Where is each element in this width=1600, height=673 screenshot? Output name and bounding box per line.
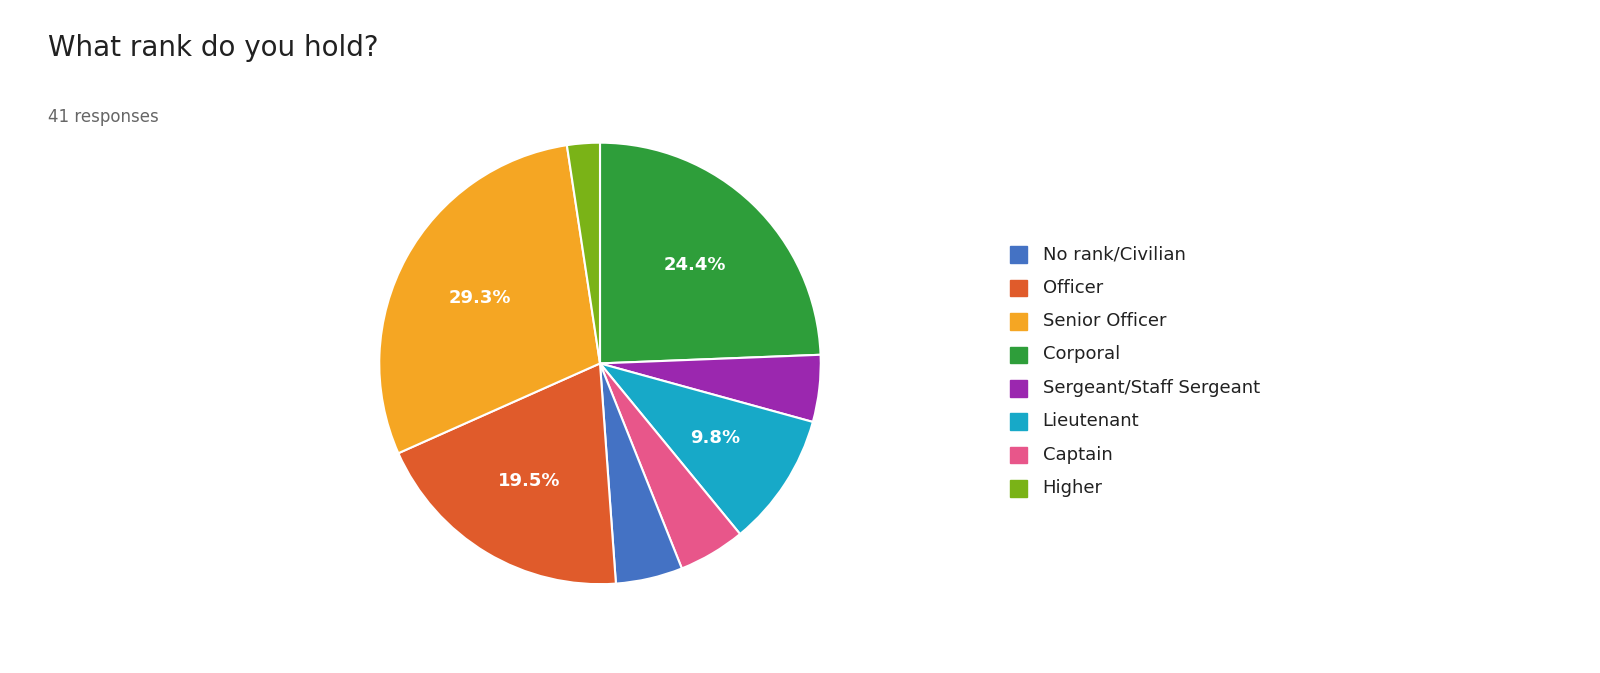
Wedge shape [379, 145, 600, 453]
Text: 24.4%: 24.4% [664, 256, 726, 274]
Text: What rank do you hold?: What rank do you hold? [48, 34, 379, 62]
Wedge shape [600, 363, 682, 583]
Text: 19.5%: 19.5% [499, 472, 562, 490]
Wedge shape [600, 143, 821, 363]
Wedge shape [600, 355, 821, 422]
Wedge shape [398, 363, 616, 584]
Text: 41 responses: 41 responses [48, 108, 158, 126]
Text: 29.3%: 29.3% [448, 289, 510, 307]
Legend: No rank/Civilian, Officer, Senior Officer, Corporal, Sergeant/Staff Sergeant, Li: No rank/Civilian, Officer, Senior Office… [1002, 234, 1269, 506]
Wedge shape [566, 143, 600, 363]
Text: 9.8%: 9.8% [690, 429, 739, 447]
Wedge shape [600, 363, 813, 534]
Wedge shape [600, 363, 741, 569]
